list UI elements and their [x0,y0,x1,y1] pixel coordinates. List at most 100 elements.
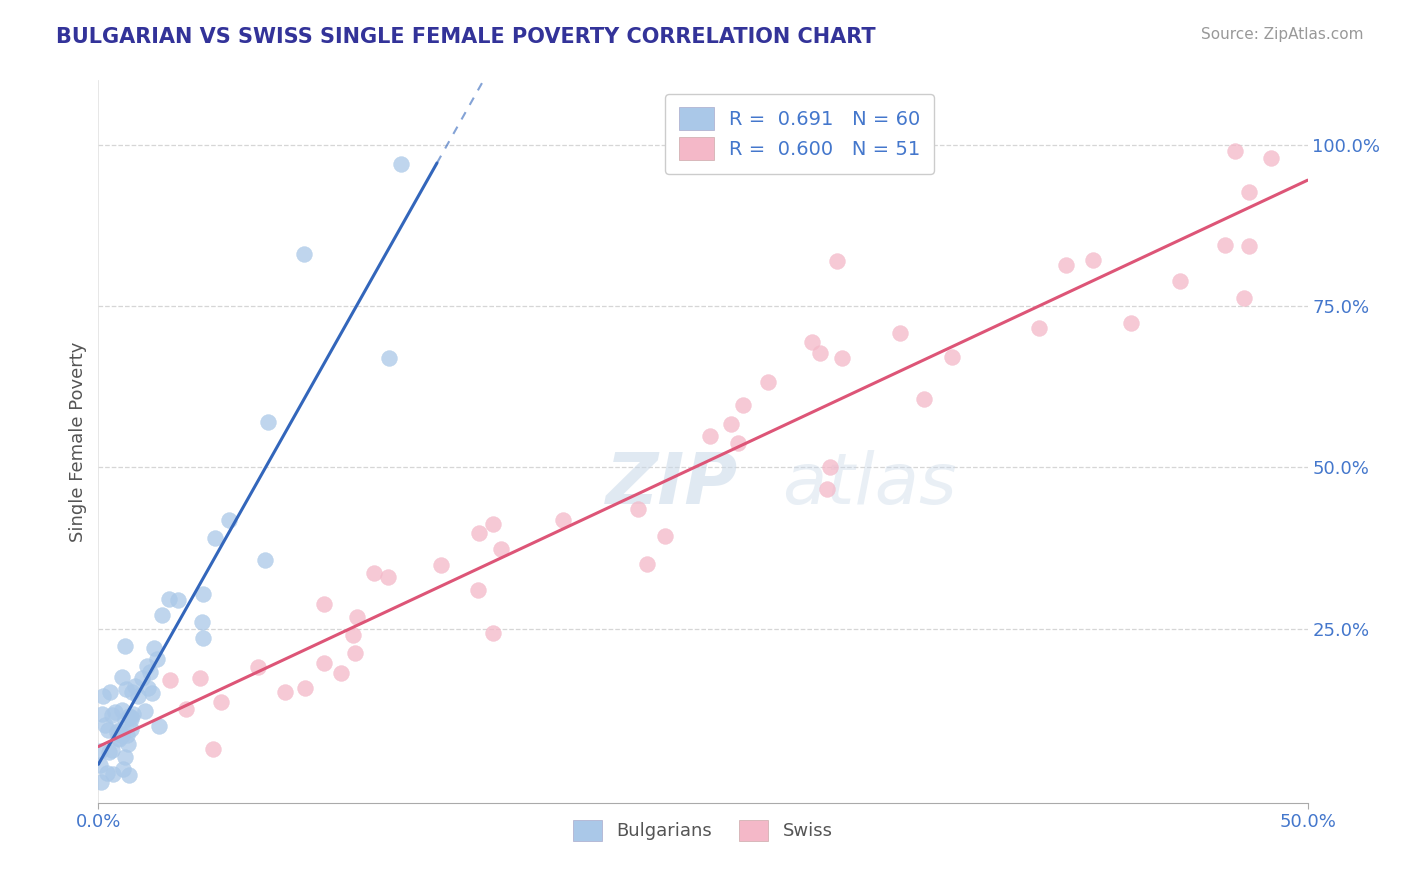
Point [191,587,214,601]
Point [1237,239,1260,253]
Point [90,775,112,789]
Point [727,435,749,450]
Point [114,750,136,764]
Point [553,513,575,527]
Text: ZIP: ZIP [606,450,738,519]
Point [720,417,742,431]
Point [941,350,963,364]
Point [831,351,853,365]
Point [174,702,197,716]
Point [190,615,212,629]
Point [107,727,129,741]
Point [815,482,838,496]
Point [1233,291,1256,305]
Point [122,706,145,721]
Point [146,652,169,666]
Point [344,647,367,661]
Point [98,685,121,699]
Point [246,660,269,674]
Point [142,641,165,656]
Point [1223,145,1246,159]
Point [108,732,131,747]
Point [636,558,658,572]
Point [756,375,779,389]
Point [1260,151,1282,165]
Point [627,502,650,516]
Point [468,526,491,541]
Point [135,659,157,673]
Point [118,709,141,723]
Point [827,253,849,268]
Point [294,681,316,695]
Point [150,607,173,622]
Point [101,708,124,723]
Point [131,671,153,685]
Point [914,392,936,406]
Point [134,704,156,718]
Point [346,609,368,624]
Text: Source: ZipAtlas.com: Source: ZipAtlas.com [1201,27,1364,42]
Point [107,723,129,737]
Text: BULGARIAN VS SWISS SINGLE FEMALE POVERTY CORRELATION CHART: BULGARIAN VS SWISS SINGLE FEMALE POVERTY… [56,27,876,46]
Point [377,351,399,365]
Point [1213,238,1236,252]
Point [467,582,489,597]
Point [121,685,143,699]
Point [377,569,399,583]
Point [105,725,128,739]
Text: atlas: atlas [782,450,956,519]
Point [191,631,214,645]
Point [209,696,232,710]
Point [430,558,453,572]
Point [329,666,352,681]
Point [96,765,118,780]
Point [188,672,211,686]
Point [139,665,162,679]
Point [89,744,111,758]
Point [127,689,149,703]
Point [201,741,224,756]
Point [363,566,385,581]
Point [1081,253,1104,268]
Point [482,516,505,531]
Point [654,529,676,543]
Point [107,731,129,746]
Point [733,398,755,412]
Point [114,713,136,727]
Point [110,728,132,742]
Point [117,768,139,782]
Point [136,681,159,696]
Point [314,597,336,611]
Point [204,532,226,546]
Point [253,553,276,567]
Point [292,247,315,261]
Point [111,703,134,717]
Point [90,707,112,722]
Point [489,542,512,557]
Legend: Bulgarians, Swiss: Bulgarians, Swiss [567,813,839,848]
Point [218,513,240,527]
Point [148,719,170,733]
Point [93,718,115,732]
Point [1028,320,1050,334]
Point [1237,185,1260,199]
Point [481,626,503,640]
Point [800,334,823,349]
Point [166,592,188,607]
Point [1054,259,1077,273]
Point [120,722,142,736]
Point [97,723,120,737]
Point [120,709,142,723]
Point [818,460,841,475]
Point [111,762,134,776]
Point [274,684,297,698]
Point [111,670,134,684]
Point [389,157,412,171]
Point [808,346,831,360]
Point [89,758,111,772]
Y-axis label: Single Female Poverty: Single Female Poverty [69,342,87,541]
Point [141,686,163,700]
Point [97,745,120,759]
Point [157,591,180,606]
Point [101,742,124,756]
